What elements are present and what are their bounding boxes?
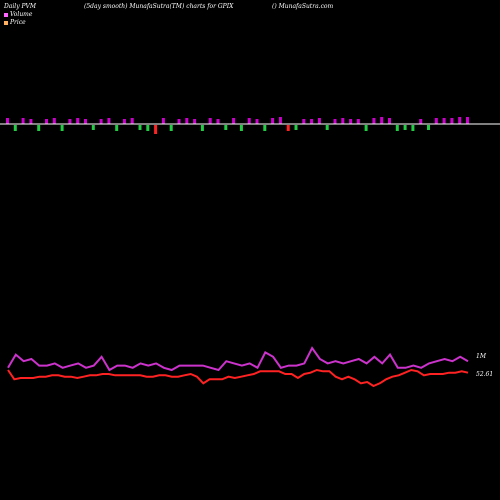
volume-bar — [442, 118, 446, 124]
volume-bar — [388, 118, 391, 124]
volume-bar — [403, 125, 407, 130]
volume-bar — [380, 117, 384, 124]
volume-bar — [138, 125, 142, 130]
volume-bar — [247, 118, 251, 124]
volume-bar — [372, 118, 376, 124]
legend-volume-swatch — [4, 12, 8, 17]
volume-bar — [13, 125, 17, 131]
volume-bar — [216, 119, 220, 124]
volume-bar — [115, 125, 119, 131]
volume-bars — [6, 117, 469, 134]
volume-bar — [6, 118, 9, 124]
site-credit: () MunafaSutra.com — [272, 3, 334, 10]
volume-bar — [239, 125, 243, 131]
volume-bar — [395, 125, 399, 131]
volume-bar — [146, 125, 150, 131]
volume-bar — [263, 125, 267, 131]
chart-title: (5day smooth) MunafaSutra(TM) charts for… — [84, 3, 234, 10]
volume-bar — [364, 125, 368, 131]
volume-bar — [200, 125, 204, 131]
volume-bar — [271, 118, 275, 124]
volume-bar — [45, 119, 48, 124]
volume-bar — [356, 119, 360, 124]
volume-bar — [286, 125, 290, 131]
volume-bar — [68, 119, 72, 124]
legend-price: Price — [4, 19, 26, 26]
volume-bar — [21, 118, 25, 124]
volume-bar — [302, 119, 306, 124]
volume-bar — [325, 125, 329, 130]
volume-bar — [60, 125, 64, 131]
volume-bar — [278, 117, 282, 124]
chart-period-label: Daily PVM — [4, 3, 37, 10]
volume-bar — [232, 118, 236, 124]
price-axis-label: 52.61 — [476, 371, 493, 378]
legend-price-swatch — [4, 20, 8, 25]
volume-bar — [122, 119, 126, 124]
volume-bar — [130, 118, 134, 124]
volume-bar — [333, 119, 337, 124]
volume-bar — [419, 119, 423, 124]
volume-bar — [294, 125, 298, 130]
legend-price-label: Price — [10, 19, 26, 26]
volume-bar — [341, 118, 345, 124]
volume-bar — [224, 125, 228, 130]
volume-bar — [427, 125, 430, 130]
volume-bar — [317, 118, 321, 124]
volume-bar — [177, 119, 181, 124]
volume-bar — [193, 119, 197, 124]
volume-line — [7, 346, 469, 372]
volume-bar — [310, 119, 314, 124]
volume-bar — [99, 119, 103, 124]
volume-bar — [107, 118, 111, 124]
volume-bar — [91, 125, 95, 130]
volume-bar — [208, 118, 212, 124]
volume-bar — [349, 119, 353, 124]
volume-bar — [84, 119, 87, 124]
volume-bar — [255, 119, 259, 124]
legend-volume-label: Volume — [10, 11, 33, 18]
volume-bar — [161, 118, 165, 124]
price-line — [7, 368, 469, 388]
volume-bar — [37, 125, 41, 131]
volume-bar — [29, 119, 33, 124]
volume-bar — [458, 117, 462, 124]
volume-bar — [450, 118, 454, 124]
volume-bar — [434, 118, 438, 124]
volume-bar — [154, 125, 158, 134]
volume-bar — [52, 118, 56, 124]
volume-bar — [411, 125, 415, 131]
volume-bar — [185, 118, 189, 124]
volume-axis-label: 1M — [476, 353, 487, 360]
volume-bar — [466, 117, 469, 124]
legend-volume: Volume — [4, 11, 32, 18]
volume-bar — [169, 125, 173, 131]
volume-bar — [76, 118, 80, 124]
